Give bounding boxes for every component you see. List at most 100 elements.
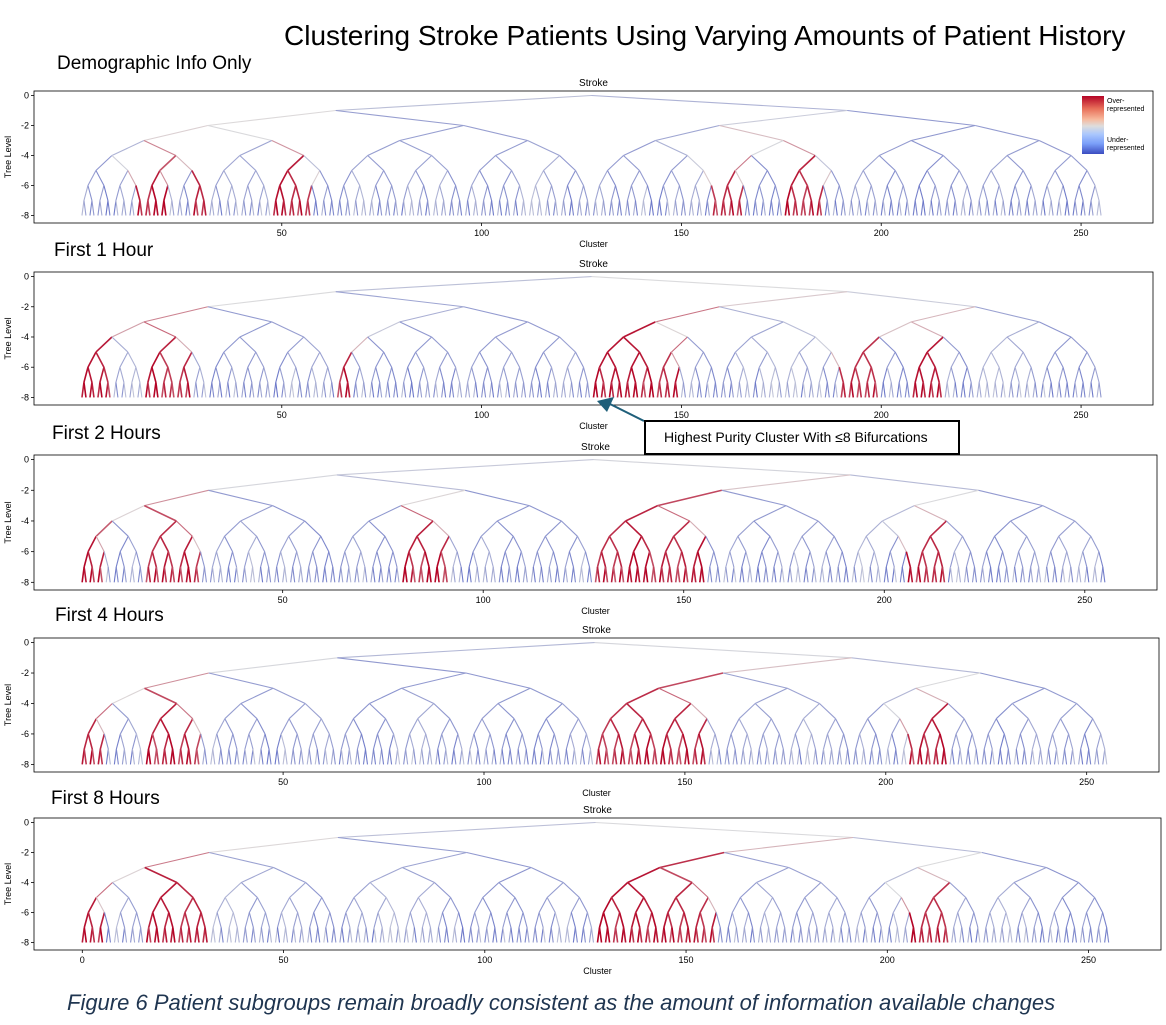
tree-edge [144, 687, 177, 705]
tree-edge [97, 200, 101, 216]
tree-edge [99, 749, 104, 765]
tree-edge [419, 200, 423, 216]
tree-edge [499, 382, 503, 398]
tree-edge [928, 200, 932, 216]
tree-edge [571, 749, 575, 765]
tree-edge [921, 551, 928, 568]
tree-edge [671, 927, 675, 943]
tree-edge [1023, 927, 1027, 943]
tree-edge [335, 109, 464, 127]
tree-edge [786, 382, 790, 398]
tree-edge [199, 185, 205, 201]
tree-edge [250, 566, 254, 583]
tree-edge [730, 733, 736, 750]
tree-edge [208, 851, 274, 869]
tree-edge [544, 536, 554, 552]
tree-edge [885, 749, 889, 765]
tree-edge [1096, 927, 1100, 943]
tree-edge [504, 551, 510, 568]
tree-edge [351, 336, 369, 353]
tree-edge [454, 927, 458, 943]
tree-edge [481, 200, 485, 216]
tree-edge [818, 200, 823, 216]
tree-edge [936, 912, 943, 928]
tree-edge [105, 200, 109, 216]
tree-edge [618, 382, 623, 398]
tree-edge [626, 382, 631, 398]
tree-edge [634, 200, 639, 216]
tree-edge [470, 927, 474, 943]
tree-edge [113, 749, 117, 765]
tree-edge [129, 200, 133, 216]
tree-edge [822, 733, 829, 750]
tree-edge [642, 185, 648, 201]
tree-edge [99, 185, 105, 201]
tree-edge [299, 382, 303, 398]
tree-edge [757, 927, 762, 943]
tree-edge [301, 927, 305, 943]
tree-edge [788, 749, 792, 765]
tree-edge [325, 927, 329, 943]
tree-edge [853, 749, 857, 765]
tree-edge [1006, 566, 1010, 583]
tree-edge [177, 200, 181, 216]
tree-edge [352, 536, 362, 552]
tree-edge [560, 200, 565, 216]
tree-edge [865, 520, 883, 537]
tree-edge [690, 367, 696, 383]
tree-edge [111, 703, 129, 720]
tree-edge [155, 382, 159, 398]
tree-edge [516, 551, 522, 568]
tree-edge [751, 321, 784, 338]
tree-edge [1052, 566, 1056, 583]
tree-edge [557, 749, 561, 765]
tree-edge [407, 367, 413, 383]
tree-edge [375, 351, 385, 368]
x-tick-label: 250 [1074, 410, 1089, 420]
tree-edge [1046, 170, 1056, 186]
tree-edge [671, 155, 688, 171]
tree-edge [135, 733, 142, 750]
tree-edge [409, 382, 413, 398]
tree-edge [275, 382, 279, 398]
tree-edge [921, 535, 932, 553]
tree-edge [578, 367, 585, 383]
tree-edge [457, 382, 461, 398]
tree-edge [584, 551, 591, 568]
tree-edge [645, 749, 650, 765]
x-tick-label: 150 [674, 410, 689, 420]
y-axis-label: Tree Level [3, 684, 13, 726]
tree-edge [640, 200, 645, 216]
tree-edge [115, 927, 120, 943]
tree-edge [552, 551, 558, 568]
tree-edge [195, 566, 200, 583]
y-axis-label: Tree Level [3, 501, 13, 543]
tree-edge [630, 351, 641, 368]
tree-edge [680, 200, 684, 216]
tree-edge [450, 566, 454, 583]
tree-edge [123, 382, 127, 398]
tree-edge [825, 536, 835, 552]
tree-edge [89, 200, 93, 216]
tree-edge [212, 927, 216, 943]
tree-edge [726, 185, 733, 201]
tree-edge [1082, 382, 1086, 398]
tree-edge [642, 367, 649, 383]
tree-edge [279, 185, 285, 201]
tree-edge [652, 566, 657, 583]
tree-edge [796, 897, 806, 913]
tree-edge [314, 566, 318, 583]
tree-edge [994, 536, 1004, 552]
tree-edge [731, 897, 741, 913]
tree-edge [616, 200, 621, 216]
tree-edge [869, 749, 873, 765]
tree-edge [163, 551, 170, 568]
tree-edge [1013, 882, 1031, 898]
tree-edge [554, 566, 558, 583]
tree-edge [992, 200, 996, 216]
tree-edge [216, 718, 226, 735]
tree-edge [626, 702, 644, 720]
tree-edge [115, 185, 121, 201]
tree-edge [200, 912, 206, 928]
tree-edge [373, 927, 377, 943]
